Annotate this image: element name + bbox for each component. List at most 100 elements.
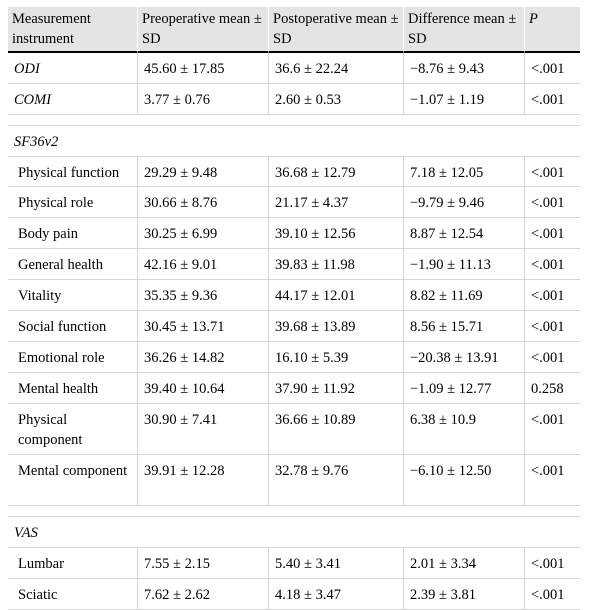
cell-preoperative: 30.25 ± 6.99 bbox=[138, 218, 269, 249]
cell-difference: −9.79 ± 9.46 bbox=[404, 187, 525, 218]
table-row: Mental component 39.91 ± 12.28 32.78 ± 9… bbox=[8, 455, 580, 506]
cell-difference: 2.01 ± 3.34 bbox=[404, 548, 525, 579]
table-row: Physical role 30.66 ± 8.76 21.17 ± 4.37 … bbox=[8, 187, 580, 218]
cell-preoperative: 3.77 ± 0.76 bbox=[138, 84, 269, 115]
cell-postoperative: 4.18 ± 3.47 bbox=[269, 579, 404, 610]
row-label: COMI bbox=[8, 84, 138, 115]
spacer-row bbox=[8, 115, 580, 126]
row-label: Social function bbox=[8, 311, 138, 342]
header-postoperative: Postoperative mean ± SD bbox=[269, 7, 404, 53]
table-row: Mental health 39.40 ± 10.64 37.90 ± 11.9… bbox=[8, 373, 580, 404]
header-row: Measurement instrument Preoperative mean… bbox=[8, 7, 580, 53]
cell-preoperative: 39.40 ± 10.64 bbox=[138, 373, 269, 404]
table-row: Physical function 29.29 ± 9.48 36.68 ± 1… bbox=[8, 157, 580, 187]
cell-p-value: <.001 bbox=[525, 157, 580, 187]
cell-postoperative: 39.68 ± 13.89 bbox=[269, 311, 404, 342]
row-label: Sciatic bbox=[8, 579, 138, 610]
cell-p-value: <.001 bbox=[525, 579, 580, 610]
table-body: ODI 45.60 ± 17.85 36.6 ± 22.24 −8.76 ± 9… bbox=[8, 53, 580, 610]
cell-difference: 8.87 ± 12.54 bbox=[404, 218, 525, 249]
spacer-cell bbox=[8, 506, 580, 517]
cell-preoperative: 7.62 ± 2.62 bbox=[138, 579, 269, 610]
cell-postoperative: 16.10 ± 5.39 bbox=[269, 342, 404, 373]
cell-difference: 2.39 ± 3.81 bbox=[404, 579, 525, 610]
header-p-value: P bbox=[525, 7, 580, 53]
cell-postoperative: 5.40 ± 3.41 bbox=[269, 548, 404, 579]
cell-p-value: <.001 bbox=[525, 455, 580, 506]
cell-difference: 6.38 ± 10.9 bbox=[404, 404, 525, 455]
cell-postoperative: 2.60 ± 0.53 bbox=[269, 84, 404, 115]
table-row: Emotional role 36.26 ± 14.82 16.10 ± 5.3… bbox=[8, 342, 580, 373]
row-label: Physical role bbox=[8, 187, 138, 218]
cell-postoperative: 36.6 ± 22.24 bbox=[269, 53, 404, 84]
cell-preoperative: 7.55 ± 2.15 bbox=[138, 548, 269, 579]
row-label: Physical component bbox=[8, 404, 138, 455]
cell-difference: 8.82 ± 11.69 bbox=[404, 280, 525, 311]
results-table: Measurement instrument Preoperative mean… bbox=[8, 7, 580, 610]
cell-p-value: 0.258 bbox=[525, 373, 580, 404]
cell-difference: −8.76 ± 9.43 bbox=[404, 53, 525, 84]
table-row: Vitality 35.35 ± 9.36 44.17 ± 12.01 8.82… bbox=[8, 280, 580, 311]
cell-p-value: <.001 bbox=[525, 249, 580, 280]
table-row: Social function 30.45 ± 13.71 39.68 ± 13… bbox=[8, 311, 580, 342]
cell-postoperative: 36.66 ± 10.89 bbox=[269, 404, 404, 455]
header-preoperative: Preoperative mean ± SD bbox=[138, 7, 269, 53]
row-label: General health bbox=[8, 249, 138, 280]
cell-difference: −1.07 ± 1.19 bbox=[404, 84, 525, 115]
table-row: ODI 45.60 ± 17.85 36.6 ± 22.24 −8.76 ± 9… bbox=[8, 53, 580, 84]
row-label: Mental health bbox=[8, 373, 138, 404]
cell-preoperative: 36.26 ± 14.82 bbox=[138, 342, 269, 373]
section-title-vas: VAS bbox=[8, 517, 580, 548]
section-row-sf36: SF36v2 bbox=[8, 126, 580, 157]
cell-preoperative: 39.91 ± 12.28 bbox=[138, 455, 269, 506]
cell-p-value: <.001 bbox=[525, 84, 580, 115]
header-measurement-instrument: Measurement instrument bbox=[8, 7, 138, 53]
cell-preoperative: 42.16 ± 9.01 bbox=[138, 249, 269, 280]
header-difference: Difference mean ± SD bbox=[404, 7, 525, 53]
cell-preoperative: 30.45 ± 13.71 bbox=[138, 311, 269, 342]
cell-difference: −1.90 ± 11.13 bbox=[404, 249, 525, 280]
cell-difference: −20.38 ± 13.91 bbox=[404, 342, 525, 373]
cell-p-value: <.001 bbox=[525, 342, 580, 373]
cell-difference: −1.09 ± 12.77 bbox=[404, 373, 525, 404]
cell-preoperative: 30.66 ± 8.76 bbox=[138, 187, 269, 218]
section-title-sf36: SF36v2 bbox=[8, 126, 580, 157]
cell-postoperative: 37.90 ± 11.92 bbox=[269, 373, 404, 404]
cell-postoperative: 36.68 ± 12.79 bbox=[269, 157, 404, 187]
row-label: Mental component bbox=[8, 455, 138, 506]
cell-preoperative: 45.60 ± 17.85 bbox=[138, 53, 269, 84]
table-row: Sciatic 7.62 ± 2.62 4.18 ± 3.47 2.39 ± 3… bbox=[8, 579, 580, 610]
row-label: Lumbar bbox=[8, 548, 138, 579]
cell-difference: 7.18 ± 12.05 bbox=[404, 157, 525, 187]
table-row: Lumbar 7.55 ± 2.15 5.40 ± 3.41 2.01 ± 3.… bbox=[8, 548, 580, 579]
table-row: Body pain 30.25 ± 6.99 39.10 ± 12.56 8.8… bbox=[8, 218, 580, 249]
table-header: Measurement instrument Preoperative mean… bbox=[8, 7, 580, 53]
cell-difference: 8.56 ± 15.71 bbox=[404, 311, 525, 342]
cell-p-value: <.001 bbox=[525, 53, 580, 84]
cell-p-value: <.001 bbox=[525, 187, 580, 218]
cell-difference: −6.10 ± 12.50 bbox=[404, 455, 525, 506]
spacer-row bbox=[8, 506, 580, 517]
row-label: Body pain bbox=[8, 218, 138, 249]
table-row: Physical component 30.90 ± 7.41 36.66 ± … bbox=[8, 404, 580, 455]
cell-p-value: <.001 bbox=[525, 280, 580, 311]
cell-postoperative: 39.10 ± 12.56 bbox=[269, 218, 404, 249]
cell-postoperative: 32.78 ± 9.76 bbox=[269, 455, 404, 506]
cell-preoperative: 30.90 ± 7.41 bbox=[138, 404, 269, 455]
row-label: Emotional role bbox=[8, 342, 138, 373]
spacer-cell bbox=[8, 115, 580, 126]
row-label: ODI bbox=[8, 53, 138, 84]
results-table-container: Measurement instrument Preoperative mean… bbox=[8, 7, 580, 610]
table-row: General health 42.16 ± 9.01 39.83 ± 11.9… bbox=[8, 249, 580, 280]
cell-p-value: <.001 bbox=[525, 218, 580, 249]
cell-postoperative: 39.83 ± 11.98 bbox=[269, 249, 404, 280]
cell-p-value: <.001 bbox=[525, 548, 580, 579]
cell-p-value: <.001 bbox=[525, 404, 580, 455]
cell-postoperative: 21.17 ± 4.37 bbox=[269, 187, 404, 218]
table-row: COMI 3.77 ± 0.76 2.60 ± 0.53 −1.07 ± 1.1… bbox=[8, 84, 580, 115]
row-label: Vitality bbox=[8, 280, 138, 311]
section-row-vas: VAS bbox=[8, 517, 580, 548]
cell-preoperative: 35.35 ± 9.36 bbox=[138, 280, 269, 311]
row-label: Physical function bbox=[8, 157, 138, 187]
cell-p-value: <.001 bbox=[525, 311, 580, 342]
